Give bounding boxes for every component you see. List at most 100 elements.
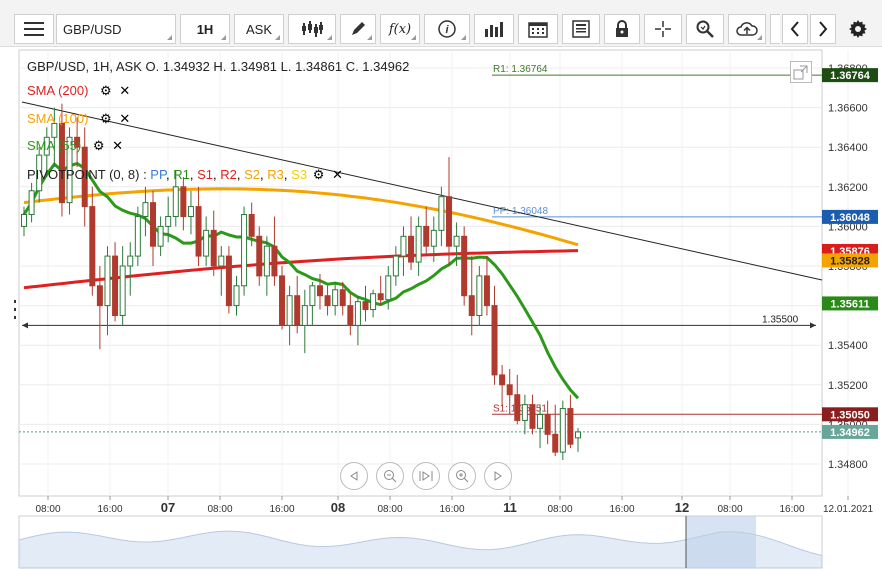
news-icon[interactable] xyxy=(562,14,600,44)
left-drag-handle[interactable] xyxy=(13,298,17,322)
candle-body xyxy=(58,122,65,204)
candle-body xyxy=(461,235,468,297)
trend-line[interactable] xyxy=(21,101,823,281)
pp-badge xyxy=(822,209,878,224)
reset-zoom-icon[interactable] xyxy=(412,462,440,490)
prev-arrow-icon[interactable] xyxy=(782,14,808,44)
timeframe-selector[interactable]: 1H xyxy=(180,14,230,44)
candle-body xyxy=(119,265,126,316)
candle-body xyxy=(392,255,399,277)
y-tick-label: 1.35200 xyxy=(828,380,868,392)
volume-bars-icon[interactable] xyxy=(474,14,514,44)
draw-pencil-icon[interactable] xyxy=(340,14,376,44)
candle-body xyxy=(89,206,96,287)
sma200-legend[interactable]: SMA (200) ⚙ ✕ xyxy=(27,83,130,99)
candle-body xyxy=(309,285,316,307)
toolbar: GBP/USD 1H ASK f(x) i xyxy=(0,0,882,47)
x-axis: 08:00 16:00 07 08:00 16:00 08 08:00 16:00 11 08:0… xyxy=(35,500,873,515)
close-icon[interactable]: ✕ xyxy=(119,83,131,98)
crosshair-icon[interactable] xyxy=(644,14,682,44)
candle-body xyxy=(112,255,119,317)
candle-body xyxy=(157,225,164,247)
candle-body xyxy=(294,295,301,326)
gear-icon[interactable]: ⚙ xyxy=(92,138,105,153)
close-icon[interactable]: ✕ xyxy=(119,111,131,126)
next-arrow-icon[interactable] xyxy=(810,14,836,44)
price-side-label: ASK xyxy=(245,21,272,37)
hline-label: 1.35500 xyxy=(762,314,799,325)
close-icon[interactable]: ✕ xyxy=(331,167,343,182)
x-tick-label: 07 xyxy=(161,500,175,515)
gear-icon[interactable]: ⚙ xyxy=(100,83,112,98)
overview-window[interactable] xyxy=(686,516,756,568)
x-tick-label: 12.01.2021 xyxy=(823,504,873,515)
maximize-icon[interactable] xyxy=(790,61,812,83)
price-side-selector[interactable]: ASK xyxy=(234,14,284,44)
candle-body xyxy=(127,255,134,267)
candle-body xyxy=(28,190,35,216)
candle-body xyxy=(66,136,73,204)
symbol-selector[interactable]: GBP/USD xyxy=(56,14,176,44)
candle-body xyxy=(544,414,551,435)
close-icon[interactable]: ✕ xyxy=(112,138,123,153)
r1-badge xyxy=(822,68,878,83)
sma200-label: SMA (200) xyxy=(27,83,89,98)
x-tick-label: 16:00 xyxy=(439,504,464,515)
gear-icon[interactable]: ⚙ xyxy=(100,111,112,126)
candle-body xyxy=(559,408,566,453)
arrow-right-icon xyxy=(810,322,816,329)
scroll-right-icon[interactable] xyxy=(484,462,512,490)
calendar-icon[interactable] xyxy=(518,14,558,44)
x-tick-label: 16:00 xyxy=(609,504,634,515)
y-tick-label: 1.35400 xyxy=(828,340,868,352)
pivot-r2: R2 xyxy=(220,167,237,182)
x-tick-label: 11 xyxy=(503,500,517,515)
toolbar-spacer xyxy=(770,14,780,44)
pivot-r3: R3 xyxy=(267,167,284,182)
candle-body xyxy=(74,136,81,148)
lock-icon[interactable] xyxy=(604,14,640,44)
x-tick-label: 08:00 xyxy=(35,504,60,515)
s1-badge-text: 1.35050 xyxy=(830,409,870,421)
function-icon[interactable]: f(x) xyxy=(380,14,420,44)
x-tick-label: 08:00 xyxy=(377,504,402,515)
r1-badge-text: 1.36764 xyxy=(830,70,871,82)
candle-body xyxy=(241,214,248,287)
y-tick-label: 1.36200 xyxy=(828,182,868,194)
candle-body xyxy=(529,404,536,429)
sma100-legend[interactable]: SMA (100) ⚙ ✕ xyxy=(27,111,130,127)
scroll-left-icon[interactable] xyxy=(340,462,368,490)
pivot-r1: R1 xyxy=(173,167,190,182)
candle-body xyxy=(537,414,544,429)
candle-body xyxy=(150,202,157,247)
info-icon[interactable]: i xyxy=(424,14,470,44)
candle-body xyxy=(445,196,452,247)
plot-area[interactable] xyxy=(18,49,823,497)
settings-gear-icon[interactable] xyxy=(840,14,876,44)
candle-body xyxy=(521,404,528,421)
candle-body xyxy=(316,285,323,297)
zoom-out-icon[interactable] xyxy=(376,462,404,490)
last-price-badge-text: 1.34962 xyxy=(830,427,870,439)
candle-body xyxy=(453,235,460,247)
zoom-icon[interactable] xyxy=(686,14,724,44)
candle-body xyxy=(506,384,513,396)
candle-body xyxy=(567,408,574,445)
candle-type-icon[interactable] xyxy=(288,14,336,44)
candle-body xyxy=(347,305,354,326)
gear-icon[interactable]: ⚙ xyxy=(312,167,325,182)
last-price-badge xyxy=(822,424,878,439)
candle-body xyxy=(51,122,58,138)
zoom-in-icon[interactable] xyxy=(448,462,476,490)
price-badges: 1.367641.360481.358761.358281.356111.350… xyxy=(822,68,878,439)
candle-body xyxy=(301,305,308,326)
cloud-upload-icon[interactable] xyxy=(728,14,766,44)
pivot-legend[interactable]: PIVOTPOINT (0, 8) : PP, R1, S1, R2, S2, … xyxy=(27,167,343,182)
sma100-line xyxy=(23,187,579,247)
arrow-left-icon xyxy=(22,322,28,329)
candle-body xyxy=(210,229,217,267)
sma55-legend[interactable]: SMA (55) ⚙ ✕ xyxy=(27,138,123,154)
s1-badge xyxy=(822,407,878,422)
hamburger-menu-icon[interactable] xyxy=(14,14,54,44)
